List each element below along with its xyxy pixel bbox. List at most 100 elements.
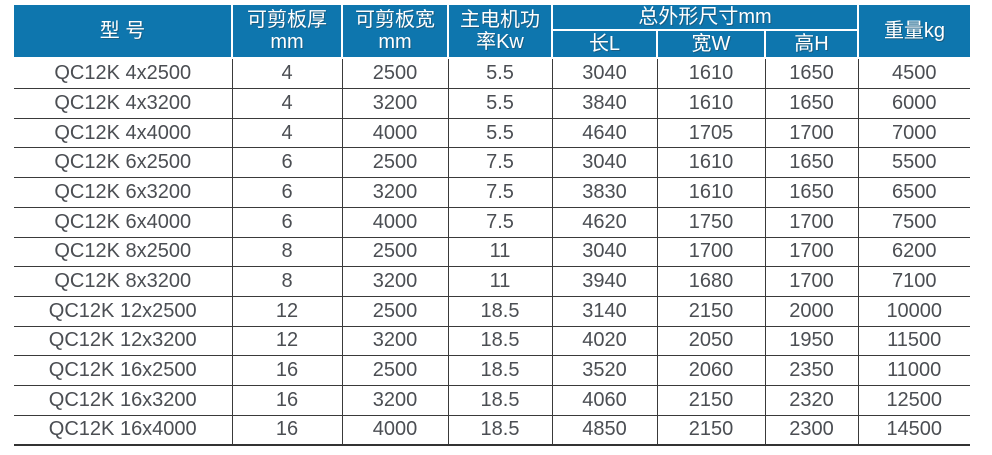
value-cell: 11 (447, 236, 553, 268)
model-cell: QC12K 12x2500 (14, 295, 233, 327)
value-cell: 2500 (341, 236, 449, 268)
table-row: QC12K 12x3200 12 3200 18.5 4020 2050 1950 11500 (14, 325, 970, 357)
value-cell: 2500 (341, 147, 449, 179)
value-cell: 4500 (857, 58, 970, 90)
value-cell: 4000 (341, 206, 449, 238)
table-header: 型 号 可剪板厚 mm 可剪板宽 mm 主电机功 率Kw 总外形尺寸mm 重量k… (14, 5, 970, 60)
value-cell: 6500 (857, 177, 970, 208)
value-cell: 4060 (551, 384, 658, 416)
value-cell: 1705 (656, 117, 766, 149)
value-cell: 1700 (764, 236, 859, 268)
value-cell: 2500 (341, 295, 449, 327)
table-row: QC12K 4x2500 4 2500 5.5 3040 1610 1650 4500 (14, 58, 970, 90)
value-cell: 16 (231, 355, 343, 386)
col-header-plate-thickness-line1: 可剪板厚 (247, 8, 327, 31)
value-cell: 6000 (857, 88, 970, 119)
value-cell: 4640 (551, 117, 658, 149)
col-header-motor-power-line1: 主电机功 (460, 8, 540, 31)
value-cell: 2300 (764, 414, 859, 447)
value-cell: 1700 (764, 266, 859, 297)
value-cell: 3200 (341, 88, 449, 119)
value-cell: 5.5 (447, 88, 553, 119)
col-header-motor-power-line2: 率Kw (476, 31, 524, 54)
value-cell: 1700 (764, 117, 859, 149)
value-cell: 7.5 (447, 206, 553, 238)
value-cell: 3200 (341, 177, 449, 208)
value-cell: 5.5 (447, 58, 553, 90)
value-cell: 18.5 (447, 414, 553, 447)
value-cell: 11 (447, 266, 553, 297)
value-cell: 4850 (551, 414, 658, 447)
value-cell: 1950 (764, 325, 859, 357)
value-cell: 1650 (764, 88, 859, 119)
value-cell: 3040 (551, 236, 658, 268)
value-cell: 18.5 (447, 384, 553, 416)
value-cell: 18.5 (447, 295, 553, 327)
value-cell: 3040 (551, 147, 658, 179)
table-row: QC12K 6x3200 6 3200 7.5 3830 1610 1650 6500 (14, 177, 970, 208)
col-header-plate-thickness-line2: mm (270, 31, 304, 54)
value-cell: 1750 (656, 206, 766, 238)
value-cell: 3830 (551, 177, 658, 208)
value-cell: 2150 (656, 414, 766, 447)
value-cell: 1610 (656, 177, 766, 208)
table-row: QC12K 4x4000 4 4000 5.5 4640 1705 1700 7000 (14, 117, 970, 149)
value-cell: 8 (231, 236, 343, 268)
model-cell: QC12K 8x3200 (14, 266, 233, 297)
value-cell: 6200 (857, 236, 970, 268)
col-header-plate-width: 可剪板宽 mm (341, 5, 449, 60)
value-cell: 6 (231, 177, 343, 208)
model-cell: QC12K 6x2500 (14, 147, 233, 179)
value-cell: 3200 (341, 325, 449, 357)
col-header-plate-width-line1: 可剪板宽 (355, 8, 435, 31)
model-cell: QC12K 12x3200 (14, 325, 233, 357)
value-cell: 6 (231, 147, 343, 179)
value-cell: 5.5 (447, 117, 553, 149)
value-cell: 7100 (857, 266, 970, 297)
value-cell: 1650 (764, 177, 859, 208)
col-header-model: 型 号 (14, 5, 233, 60)
value-cell: 1610 (656, 147, 766, 179)
model-cell: QC12K 16x4000 (14, 414, 233, 447)
value-cell: 3200 (341, 266, 449, 297)
col-header-plate-width-line2: mm (378, 31, 412, 54)
value-cell: 1650 (764, 58, 859, 90)
model-cell: QC12K 8x2500 (14, 236, 233, 268)
value-cell: 12 (231, 325, 343, 357)
value-cell: 2350 (764, 355, 859, 386)
value-cell: 2060 (656, 355, 766, 386)
table-row: QC12K 6x4000 6 4000 7.5 4620 1750 1700 7500 (14, 206, 970, 238)
table-row: QC12K 8x2500 8 2500 11 3040 1700 1700 6200 (14, 236, 970, 268)
table-row: QC12K 6x2500 6 2500 7.5 3040 1610 1650 5500 (14, 147, 970, 179)
model-cell: QC12K 16x2500 (14, 355, 233, 386)
table-row: QC12K 8x3200 8 3200 11 3940 1680 1700 7100 (14, 266, 970, 297)
value-cell: 1680 (656, 266, 766, 297)
value-cell: 8 (231, 266, 343, 297)
value-cell: 4 (231, 117, 343, 149)
value-cell: 1610 (656, 88, 766, 119)
value-cell: 3140 (551, 295, 658, 327)
value-cell: 1700 (764, 206, 859, 238)
value-cell: 2320 (764, 384, 859, 416)
value-cell: 18.5 (447, 325, 553, 357)
model-cell: QC12K 4x3200 (14, 88, 233, 119)
value-cell: 2150 (656, 384, 766, 416)
value-cell: 3200 (341, 384, 449, 416)
col-header-width: 宽W (656, 29, 766, 60)
value-cell: 7500 (857, 206, 970, 238)
value-cell: 12 (231, 295, 343, 327)
value-cell: 1650 (764, 147, 859, 179)
value-cell: 10000 (857, 295, 970, 327)
value-cell: 4020 (551, 325, 658, 357)
col-header-length: 长L (551, 29, 658, 60)
model-cell: QC12K 16x3200 (14, 384, 233, 416)
model-cell: QC12K 4x2500 (14, 58, 233, 90)
col-header-weight: 重量kg (857, 5, 970, 60)
value-cell: 16 (231, 414, 343, 447)
table-row: QC12K 16x2500 16 2500 18.5 3520 2060 2350 11000 (14, 355, 970, 386)
value-cell: 11000 (857, 355, 970, 386)
table-row: QC12K 4x3200 4 3200 5.5 3840 1610 1650 6000 (14, 88, 970, 119)
table-row: QC12K 16x4000 16 4000 18.5 4850 2150 2300 14500 (14, 414, 970, 447)
value-cell: 1610 (656, 58, 766, 90)
value-cell: 3520 (551, 355, 658, 386)
